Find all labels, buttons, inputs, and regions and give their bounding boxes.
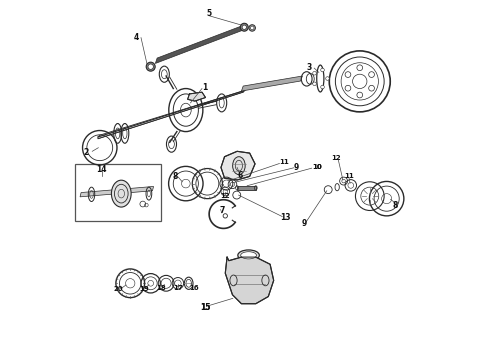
Text: 6: 6 <box>238 171 243 180</box>
Polygon shape <box>237 186 256 190</box>
Text: 18: 18 <box>156 285 166 291</box>
Circle shape <box>357 65 363 71</box>
Circle shape <box>313 82 317 86</box>
Circle shape <box>321 68 324 72</box>
Circle shape <box>345 72 351 77</box>
Ellipse shape <box>146 62 155 71</box>
Text: 10: 10 <box>312 165 321 170</box>
Text: 3: 3 <box>307 63 312 72</box>
Circle shape <box>357 92 363 98</box>
Ellipse shape <box>240 23 248 31</box>
Text: 9: 9 <box>294 163 299 172</box>
Text: 11: 11 <box>279 159 289 165</box>
Text: 19: 19 <box>139 286 149 292</box>
Ellipse shape <box>238 250 259 261</box>
Text: 1: 1 <box>202 83 207 92</box>
Text: 2: 2 <box>84 148 89 157</box>
FancyBboxPatch shape <box>74 164 161 221</box>
Polygon shape <box>225 257 274 304</box>
Ellipse shape <box>241 252 256 259</box>
Polygon shape <box>80 186 153 197</box>
Polygon shape <box>98 90 245 139</box>
Ellipse shape <box>148 64 153 69</box>
Text: 9: 9 <box>301 219 306 228</box>
Text: 5: 5 <box>207 9 212 18</box>
Text: 8: 8 <box>393 201 398 210</box>
Polygon shape <box>188 92 205 101</box>
Text: 8: 8 <box>172 172 178 181</box>
Circle shape <box>321 85 324 89</box>
Text: 16: 16 <box>189 285 199 291</box>
Polygon shape <box>242 76 302 91</box>
Text: 12: 12 <box>332 156 341 162</box>
Circle shape <box>345 85 351 91</box>
Text: 17: 17 <box>173 285 183 291</box>
Text: 14: 14 <box>97 165 107 174</box>
Text: 10: 10 <box>312 165 321 170</box>
Circle shape <box>313 71 317 75</box>
Polygon shape <box>155 24 247 63</box>
Ellipse shape <box>249 25 255 31</box>
Ellipse shape <box>111 180 131 207</box>
Polygon shape <box>221 151 255 180</box>
Circle shape <box>368 85 374 91</box>
Text: 11: 11 <box>344 174 354 179</box>
Ellipse shape <box>250 26 254 30</box>
Ellipse shape <box>242 25 246 30</box>
Circle shape <box>368 72 374 77</box>
Text: 4: 4 <box>134 33 139 42</box>
Text: 12: 12 <box>220 193 230 199</box>
Text: 13: 13 <box>281 213 291 222</box>
Text: 20: 20 <box>114 286 123 292</box>
Ellipse shape <box>233 157 245 175</box>
Text: 15: 15 <box>200 303 211 312</box>
Text: 15: 15 <box>200 303 211 312</box>
Text: 7: 7 <box>219 206 224 215</box>
Circle shape <box>326 77 329 80</box>
